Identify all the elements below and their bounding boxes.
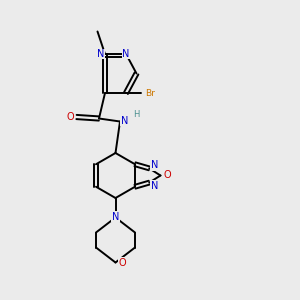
- Text: N: N: [151, 160, 158, 170]
- Text: N: N: [121, 116, 128, 126]
- Text: N: N: [112, 212, 119, 222]
- Text: N: N: [97, 49, 104, 59]
- Text: O: O: [67, 112, 74, 122]
- Text: Br: Br: [145, 88, 155, 98]
- Text: O: O: [118, 257, 126, 268]
- Text: N: N: [122, 49, 130, 59]
- Text: H: H: [133, 110, 140, 119]
- Text: N: N: [151, 181, 158, 190]
- Text: O: O: [163, 170, 171, 181]
